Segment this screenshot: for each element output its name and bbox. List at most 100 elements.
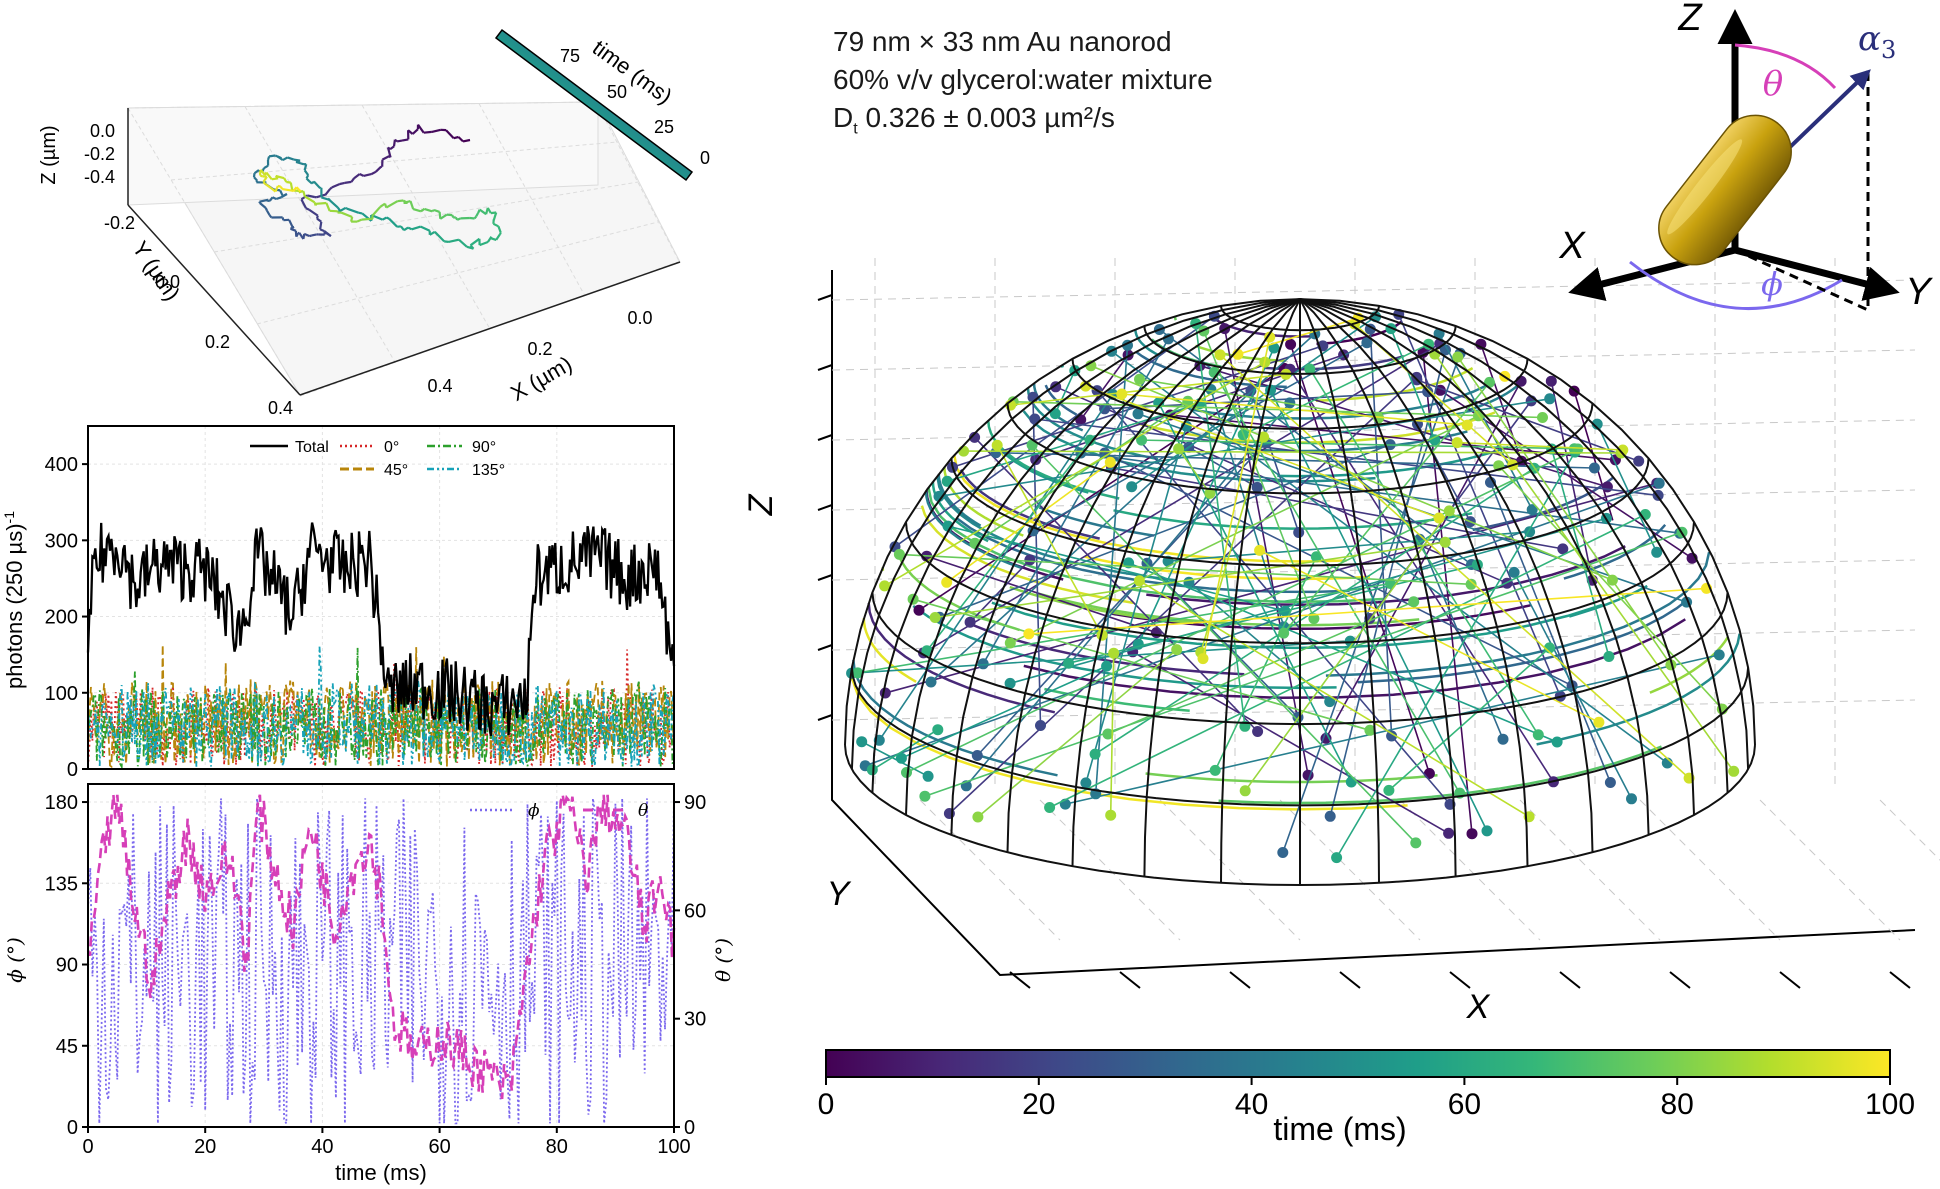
traj-segment bbox=[475, 212, 480, 217]
angles-axes-frame bbox=[87, 783, 675, 1128]
hemi-orientation-point bbox=[1451, 437, 1463, 449]
hemi-backgrid-h bbox=[831, 419, 1916, 441]
traj-segment bbox=[255, 180, 259, 183]
traj-segment bbox=[499, 232, 502, 235]
traj-segment bbox=[263, 164, 269, 170]
angles-series-phi bbox=[87, 798, 675, 1125]
hemi-jump bbox=[1085, 425, 1188, 784]
traj-segment bbox=[315, 215, 319, 219]
hemi-orientation-arc bbox=[924, 490, 1022, 570]
hemi-jump bbox=[901, 665, 1107, 759]
hemi-orientation-point bbox=[1268, 342, 1280, 354]
hemi-jump bbox=[1031, 444, 1417, 844]
traj-segment bbox=[298, 232, 305, 240]
traj-segment bbox=[313, 180, 322, 189]
hemi-axes-outline bbox=[831, 270, 1916, 977]
traj-segment bbox=[353, 173, 361, 180]
traj-segment bbox=[286, 180, 291, 184]
traj-segment bbox=[279, 186, 284, 190]
legend-total-label: Total bbox=[295, 439, 329, 456]
hemi-jump bbox=[1028, 587, 1707, 635]
alpha-subscript: 3 bbox=[1881, 36, 1896, 64]
hemi-orientation-point bbox=[1551, 736, 1563, 748]
traj-segment bbox=[339, 181, 345, 186]
hemi-orientation-point bbox=[1285, 338, 1297, 350]
hemi-jump bbox=[1080, 452, 1680, 534]
hemi-orientation-arc bbox=[1022, 410, 1376, 483]
traj-segment bbox=[381, 155, 390, 161]
traj-segment bbox=[396, 139, 403, 143]
traj-segment bbox=[265, 171, 273, 180]
hemi-longitude bbox=[1299, 298, 1457, 877]
traj-segment bbox=[401, 138, 409, 142]
traj-segment bbox=[457, 136, 464, 143]
traj-segment bbox=[282, 156, 289, 162]
hemi-orientation-point bbox=[919, 790, 931, 802]
hemi-longitude bbox=[1143, 298, 1301, 877]
angles-xtick-label: 40 bbox=[311, 1136, 333, 1158]
photons-axes-frame bbox=[87, 425, 675, 770]
hemi-backgrid-h bbox=[831, 489, 1916, 511]
photons-ylabel-sup: -1 bbox=[1, 511, 17, 524]
hemi-orientation-point bbox=[1023, 628, 1035, 640]
traj-segment bbox=[262, 176, 268, 183]
traj-segment bbox=[495, 233, 501, 241]
hemi-longitude bbox=[950, 298, 1301, 836]
traj-segment bbox=[379, 202, 386, 208]
traj-segment bbox=[282, 188, 293, 192]
traj-segment bbox=[304, 195, 316, 204]
hemi-orientation-arc bbox=[986, 420, 1120, 500]
diffusion-value: 0.326 ± 0.003 µm²/s bbox=[865, 102, 1115, 133]
traj-segment bbox=[305, 207, 310, 211]
hemi-orientation-point bbox=[1345, 776, 1357, 788]
hemi-orientation-point bbox=[921, 645, 933, 657]
angles-ytick-left-label: 135 bbox=[45, 873, 78, 895]
traj-segment bbox=[490, 211, 497, 215]
hemi-orientation-point bbox=[1030, 454, 1042, 466]
traj-segment bbox=[295, 160, 304, 166]
traj-segment bbox=[412, 208, 422, 213]
hemi-backgrid-h bbox=[831, 699, 1916, 721]
traj-cbar-tick-50: 50 bbox=[607, 82, 627, 102]
traj-segment bbox=[289, 182, 294, 191]
hemi-jump bbox=[894, 315, 1215, 548]
traj-segment bbox=[324, 188, 331, 196]
traj-segment bbox=[329, 186, 333, 190]
photons-panel: 0 100 200 300 400 photons (250 µs)-1 Total 0… bbox=[1, 425, 676, 781]
traj-segment bbox=[434, 231, 445, 243]
hemi-jump bbox=[969, 559, 1031, 623]
hemi-longitude bbox=[1299, 298, 1380, 883]
traj-segment bbox=[356, 218, 363, 223]
photons-ytick-label: 100 bbox=[45, 683, 78, 705]
photons-series-4 bbox=[87, 646, 675, 770]
traj-cbar-tick-75: 75 bbox=[560, 46, 580, 66]
schematic-y-label: Y bbox=[1905, 271, 1933, 313]
hemi-ztick bbox=[817, 434, 833, 441]
traj-segment bbox=[329, 209, 338, 213]
traj-segment bbox=[409, 200, 415, 210]
traj-cbar-tick-25: 25 bbox=[654, 117, 674, 137]
hemi-jump bbox=[1457, 356, 1672, 666]
angles-legend: ϕ θ bbox=[470, 801, 648, 821]
traj-segment bbox=[361, 217, 373, 221]
traj-segment bbox=[316, 201, 327, 205]
traj-segment bbox=[319, 221, 323, 230]
hemi-orientation-point bbox=[1651, 546, 1663, 558]
hemi-longitude bbox=[905, 298, 1301, 816]
angles-xtick-label: 100 bbox=[657, 1136, 690, 1158]
traj-segment bbox=[287, 156, 295, 161]
traj-segment bbox=[385, 200, 398, 209]
traj-segment bbox=[431, 128, 442, 133]
hemi-ztick bbox=[817, 364, 833, 371]
hemi-longitude bbox=[1299, 298, 1529, 867]
hemi-orientation-point bbox=[1024, 554, 1036, 566]
hemi-jump bbox=[1109, 653, 1115, 816]
traj-segment bbox=[429, 230, 436, 236]
colorbar-tick-label: 0 bbox=[818, 1088, 835, 1121]
traj-segment bbox=[331, 182, 341, 189]
traj-segment bbox=[448, 238, 460, 243]
angles-series-theta bbox=[86, 794, 676, 1100]
hemi-orientation-arc bbox=[862, 618, 917, 683]
photons-ytick-label: 200 bbox=[45, 607, 78, 629]
hemi-jump bbox=[1250, 390, 1300, 533]
